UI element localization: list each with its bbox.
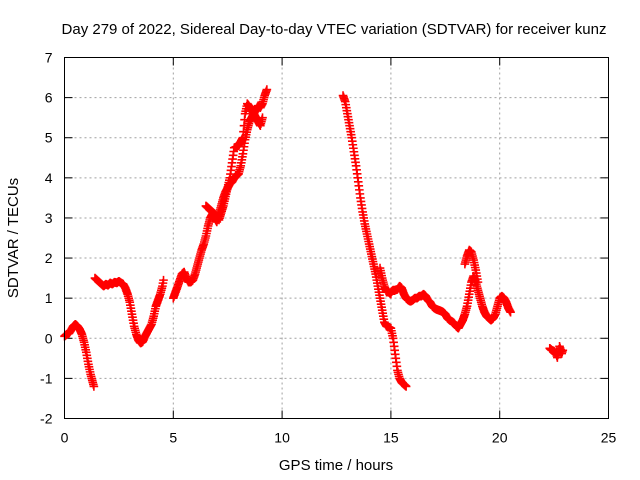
x-tick-label: 5 <box>169 430 177 446</box>
x-axis-ticks: 0 5 10 15 20 25 <box>61 57 617 446</box>
data-point <box>89 382 99 391</box>
y-tick-label: 7 <box>45 50 53 66</box>
x-tick-label: 25 <box>601 430 617 446</box>
x-tick-label: 15 <box>383 430 399 446</box>
data-point <box>473 277 483 287</box>
data-point <box>558 346 568 355</box>
y-tick-label: 0 <box>45 330 53 346</box>
y-tick-label: 1 <box>45 290 53 306</box>
data-point <box>258 113 267 122</box>
x-tick-label: 20 <box>492 430 508 446</box>
y-tick-label: 6 <box>45 90 53 106</box>
data-point <box>159 275 168 285</box>
data-point <box>401 382 411 391</box>
x-axis-label: GPS time / hours <box>279 457 393 474</box>
data-points <box>60 85 568 391</box>
y-tick-label: 2 <box>45 250 53 266</box>
x-tick-label: 0 <box>61 430 69 446</box>
x-tick-label: 10 <box>274 430 290 446</box>
y-tick-label: 4 <box>45 170 53 186</box>
y-tick-label: 3 <box>45 210 53 226</box>
data-point <box>506 307 515 317</box>
y-tick-label: 5 <box>45 130 53 146</box>
y-axis-ticks: -2 -1 0 1 2 3 4 5 6 7 <box>40 50 609 427</box>
y-tick-label: -2 <box>40 411 53 427</box>
y-axis-label: SDTVAR / TECUs <box>5 178 22 298</box>
grid <box>64 57 609 419</box>
chart-title: Day 279 of 2022, Sidereal Day-to-day VTE… <box>62 21 607 38</box>
y-tick-label: -1 <box>40 370 53 386</box>
plot-frame <box>64 57 609 419</box>
data-point <box>262 85 272 94</box>
